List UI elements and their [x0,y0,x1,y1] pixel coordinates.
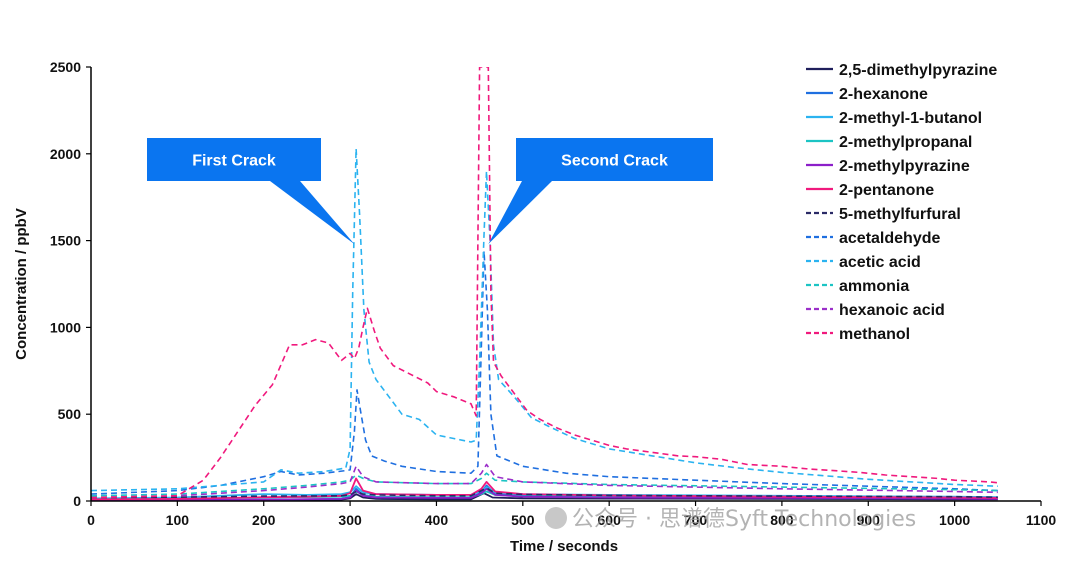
y-tick-label: 2500 [50,59,81,75]
x-tick-labels: 0 100 200 300 400 500 600 700 800 900 1000 1100 [87,512,1056,528]
y-tick-label: 2000 [50,146,81,162]
x-tick-label: 0 [87,512,95,528]
x-tick-label: 1100 [1026,512,1057,528]
x-tick-label: 400 [425,512,449,528]
legend-label: 2-pentanone [839,182,934,199]
legend-label: 2-methylpyrazine [839,158,970,175]
x-tick-label: 500 [511,512,535,528]
y-tick-label: 500 [58,406,82,422]
legend-label: 2-hexanone [839,86,928,103]
callout-box [516,138,713,181]
series-line-9 [91,472,998,497]
series-line-8 [91,147,998,492]
axis-ticks [86,66,1042,506]
y-tick-label: 0 [73,493,81,509]
x-axis-title: Time / seconds [510,538,618,555]
series-line-11 [91,67,998,499]
legend-label: 2-methyl-1-butanol [839,110,982,127]
series-line-6 [91,487,998,499]
legend-label: hexanoic acid [839,302,945,319]
y-tick-labels: 0 500 1000 1500 2000 2500 [50,59,81,509]
legend-label: methanol [839,326,910,343]
callout-label: Second Crack [561,153,668,170]
series-line-4 [91,487,998,501]
series-line-10 [91,463,998,499]
x-tick-label: 700 [684,512,708,528]
legend: 2,5-dimethylpyrazine 2-hexanone 2-methyl-1… [806,62,997,343]
x-tick-label: 600 [598,512,622,528]
x-tick-label: 200 [252,512,276,528]
callout-box [147,138,321,181]
x-tick-label: 800 [770,512,794,528]
legend-label: 5-methylfurfural [839,206,961,223]
x-tick-label: 1000 [939,512,970,528]
series-group [91,67,998,501]
legend-label: acetaldehyde [839,230,940,247]
callout-pointer [270,181,355,245]
y-axis-title: Concentration / ppbV [13,208,30,360]
legend-label: 2-methylpropanal [839,134,972,151]
axes [90,67,1041,502]
watermark: 公众号 · 思谱德Syft Technologies [545,507,916,532]
legend-label: acetic acid [839,254,921,271]
y-tick-label: 1500 [50,233,81,249]
legend-label: ammonia [839,278,909,295]
watermark-text: 公众号 · 思谱德Syft Technologies [572,507,916,532]
x-tick-label: 300 [338,512,362,528]
x-tick-label: 100 [166,512,190,528]
y-tick-label: 1000 [50,319,81,335]
callouts: First Crack Second Crack [147,138,713,245]
callout-label: First Crack [192,153,276,170]
x-tick-label: 900 [857,512,881,528]
legend-label: 2,5-dimethylpyrazine [839,62,997,79]
wechat-icon [545,507,567,529]
series-line-7 [91,250,998,495]
callout-pointer [488,181,552,245]
